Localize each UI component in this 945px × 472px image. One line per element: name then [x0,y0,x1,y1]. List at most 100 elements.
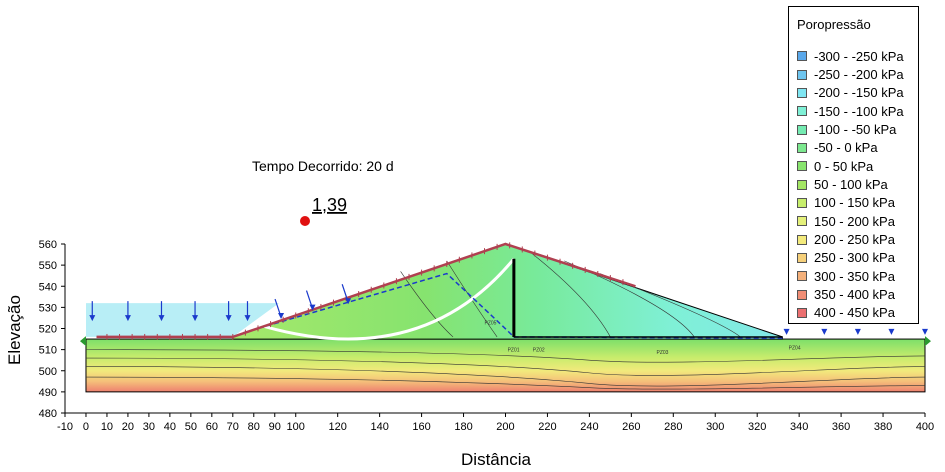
legend-item: 200 - 250 kPa [797,230,904,248]
boundary-marker-left [79,336,86,347]
x-tick-label: 200 [496,421,514,433]
y-axis-label: Elevação [5,295,24,365]
legend: Poropressão -300 - -250 kPa -250 - -200 k… [788,6,919,324]
x-tick-label: 320 [748,421,766,433]
boundary-marker-right [925,336,931,347]
legend-item: 250 - 300 kPa [797,249,904,267]
arrow-head [854,328,861,335]
x-tick-label: 160 [412,421,430,433]
legend-item: -200 - -150 kPa [797,84,904,102]
arrow-head [345,298,352,305]
x-tick-label: 120 [329,421,347,433]
y-tick-label: 550 [39,260,57,272]
legend-item: -100 - -50 kPa [797,120,904,138]
foundation-contour [85,357,926,376]
legend-label: 50 - 100 kPa [814,177,888,193]
arrow-head [158,315,165,322]
slip-center-marker [300,216,310,226]
piezometer-label: PZ05 [485,320,497,326]
legend-item: 50 - 100 kPa [797,175,904,193]
x-tick-label: 60 [206,421,218,433]
dam-contour [400,271,454,338]
piezometer-label: PZ03 [657,350,669,356]
legend-swatch [797,106,807,117]
legend-label: -150 - -100 kPa [814,103,904,119]
arrow-head [278,313,285,320]
y-tick-label: 500 [39,366,57,378]
x-tick-label: -10 [57,421,73,433]
factor-of-safety-label: 1,39 [312,195,347,215]
legend-item: 300 - 350 kPa [797,267,904,285]
legend-swatch [797,179,807,190]
reservoir-water [86,303,279,337]
legend-item: -300 - -250 kPa [797,47,904,65]
foundation-contour [85,349,926,363]
x-tick-label: 0 [83,421,89,433]
arrow-head [888,328,895,335]
foundation-contour [85,366,926,387]
piezometer-label: PZ02 [533,348,545,354]
legend-label: 350 - 400 kPa [814,287,895,303]
arrow-head [192,315,199,322]
legend-item: -250 - -200 kPa [797,65,904,83]
legend-label: -50 - 0 kPa [814,140,878,156]
legend-label: 100 - 150 kPa [814,195,895,211]
arrow-head [922,328,928,335]
legend-label: -100 - -50 kPa [814,122,897,138]
dam-section: PZ05 PZ01 PZ02 PZ03 PZ04 [79,242,931,393]
x-tick-label: 70 [227,421,239,433]
x-tick-label: 10 [101,421,113,433]
x-tick-label: 90 [269,421,281,433]
x-tick-label: 300 [706,421,724,433]
phreatic-line [243,272,783,339]
x-tick-label: 340 [790,421,808,433]
legend-item: -50 - 0 kPa [797,139,904,157]
arrow-head [309,304,316,311]
dam-contour [446,260,498,338]
legend-swatch [797,87,807,98]
legend-item: 150 - 200 kPa [797,212,904,230]
x-axis-label: Distância [461,450,531,469]
elapsed-time-label: Tempo Decorrido: 20 d [252,158,394,174]
x-tick-label: 20 [122,421,134,433]
legend-label: 0 - 50 kPa [814,158,874,174]
legend-swatch [797,289,807,300]
legend-swatch [797,271,807,282]
arrow-head [225,315,232,322]
slip-surface [263,257,516,341]
foundation-contour [85,376,926,390]
arrow-head [89,315,96,322]
x-tick-label: 400 [916,421,934,433]
legend-label: 200 - 250 kPa [814,232,895,248]
legend-item: 0 - 50 kPa [797,157,904,175]
arrow-head [124,315,131,322]
x-tick-label: 240 [580,421,598,433]
x-tick-label: 360 [832,421,850,433]
legend-label: 150 - 200 kPa [814,213,895,229]
x-tick-label: 100 [287,421,305,433]
y-tick-label: 530 [39,302,57,314]
legend-swatch [797,197,807,208]
legend-label: -250 - -200 kPa [814,67,904,83]
legend-label: 250 - 300 kPa [814,250,895,266]
legend-item: -150 - -100 kPa [797,102,904,120]
legend-swatch [797,69,807,80]
legend-label: 300 - 350 kPa [814,268,895,284]
piezometer-label: PZ01 [508,348,520,354]
x-tick-label: 30 [143,421,155,433]
foundation-layer [85,338,926,393]
x-tick-label: 40 [164,421,176,433]
dam-body [232,243,783,340]
x-tick-label: 280 [664,421,682,433]
y-tick-label: 510 [39,345,57,357]
legend-item: 350 - 400 kPa [797,285,904,303]
dam-contour [530,252,611,338]
x-tick-label: 50 [185,421,197,433]
legend-label: 400 - 450 kPa [814,305,895,321]
y-tick-label: 520 [39,324,57,336]
arrow-head [244,315,251,322]
legend-swatch [797,234,807,245]
legend-swatch [797,216,807,227]
x-tick-label: 80 [248,421,260,433]
